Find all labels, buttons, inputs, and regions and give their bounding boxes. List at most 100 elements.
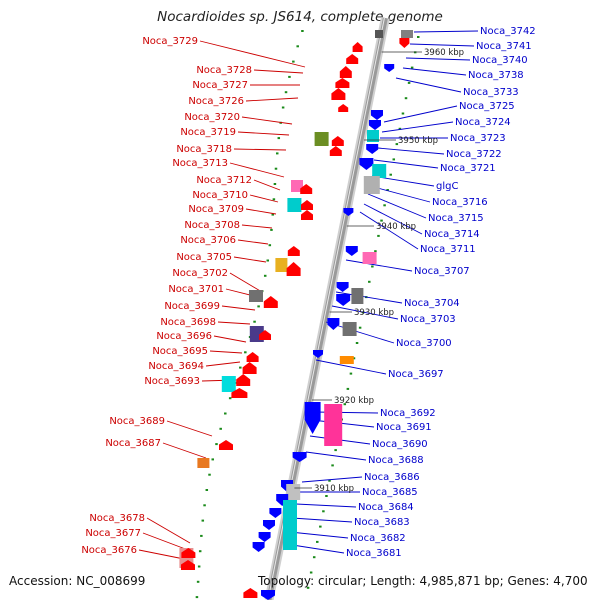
track-dot xyxy=(288,75,291,78)
track-dot xyxy=(228,397,232,400)
gene-label-right: Noca_3741 xyxy=(476,41,532,52)
forward-gene-arrow xyxy=(301,210,313,220)
track-dot xyxy=(274,167,278,170)
gene-label-left: Noca_3718 xyxy=(176,144,232,155)
leader-line xyxy=(253,69,304,74)
gene-label-right: Noca_3703 xyxy=(400,314,456,325)
track-dot xyxy=(205,489,209,491)
track-dot xyxy=(392,158,396,161)
leader-line xyxy=(229,162,285,178)
gene-block xyxy=(249,290,263,302)
leader-line xyxy=(237,239,269,245)
reverse-gene-arrow xyxy=(263,520,275,530)
reverse-gene-arrow xyxy=(336,282,349,292)
leader-line xyxy=(138,549,185,560)
leader-line xyxy=(402,67,467,76)
kbp-tick-label: 3950 kbp xyxy=(398,136,438,146)
gene-label-right: Noca_3688 xyxy=(368,455,424,466)
track-dot xyxy=(273,183,277,185)
gene-label-left: Noca_3701 xyxy=(168,284,224,295)
track-dot xyxy=(374,250,377,253)
forward-gene-arrow xyxy=(242,362,257,374)
leader-line xyxy=(213,335,247,343)
reverse-gene-arrow xyxy=(261,590,275,600)
track-dot xyxy=(306,586,310,589)
gene-block xyxy=(342,322,357,336)
gene-label-left: Noca_3729 xyxy=(142,36,198,47)
reverse-gene-arrow xyxy=(258,532,271,542)
track-dot xyxy=(215,443,218,446)
gene-label-left: Noca_3710 xyxy=(192,190,248,201)
leader-line xyxy=(315,359,387,375)
gene-label-right: Noca_3740 xyxy=(472,55,528,66)
leader-line xyxy=(233,256,267,263)
track-dot xyxy=(380,219,383,222)
reverse-gene-arrow xyxy=(399,38,410,48)
track-dot xyxy=(401,112,405,115)
track-dot xyxy=(270,228,273,231)
reverse-gene-arrow xyxy=(366,144,379,154)
leader-line xyxy=(289,531,349,539)
gene-label-right: Noca_3685 xyxy=(362,487,418,498)
track-dot xyxy=(343,403,347,406)
track-dot xyxy=(266,259,270,262)
forward-gene-arrow xyxy=(338,104,349,112)
leader-line xyxy=(199,40,306,68)
track-dot xyxy=(200,534,203,537)
gene-label-right: Noca_3686 xyxy=(364,472,420,483)
track-dot xyxy=(244,351,247,354)
gene-label-left: Noca_3719 xyxy=(180,127,236,138)
gene-label-right: Noca_3704 xyxy=(404,298,460,309)
leader-lines-layer xyxy=(138,30,479,560)
track-dot xyxy=(224,412,227,415)
track-dot xyxy=(355,342,359,344)
track-dot xyxy=(239,366,242,369)
gene-label-right: glgC xyxy=(436,181,458,192)
reverse-gene-arrow xyxy=(369,120,381,130)
gene-label-right: Noca_3742 xyxy=(480,26,536,37)
reverse-gene-arrow xyxy=(336,294,351,306)
track-dot xyxy=(334,449,337,452)
gene-label-right: Noca_3690 xyxy=(372,439,428,450)
gene-label-right: Noca_3692 xyxy=(380,408,436,419)
reverse-gene-arrow xyxy=(304,402,321,434)
gene-label-right: Noca_3714 xyxy=(424,229,480,240)
track-dot xyxy=(275,152,279,155)
gene-label-left: Noca_3705 xyxy=(176,252,232,263)
reverse-gene-arrow xyxy=(313,350,323,358)
track-dot xyxy=(253,320,256,323)
gene-label-left: Noca_3712 xyxy=(196,175,252,186)
leader-line xyxy=(313,411,379,414)
track-dot xyxy=(197,565,201,568)
track-dot xyxy=(386,189,389,191)
kbp-tick-label: 3910 kbp xyxy=(314,484,354,494)
gene-label-left: Noca_3726 xyxy=(188,96,244,107)
forward-gene-arrow xyxy=(181,560,195,570)
track-dot xyxy=(301,30,304,32)
track-dot xyxy=(377,234,380,237)
reverse-gene-arrow xyxy=(359,158,374,170)
gene-label-right: Noca_3716 xyxy=(432,197,488,208)
gene-labels-layer: Noca_3729 Noca_3728 Noca_3727 Noca_3726 Noca… xyxy=(81,26,535,559)
leader-line xyxy=(345,259,413,272)
gene-block xyxy=(362,252,377,264)
forward-gene-arrow xyxy=(339,66,352,78)
track-dot xyxy=(358,326,362,329)
forward-gene-arrow xyxy=(263,296,278,308)
gene-block xyxy=(286,484,301,500)
reverse-gene-arrow xyxy=(384,64,395,72)
gene-block xyxy=(283,500,297,550)
leader-line xyxy=(146,517,191,544)
leader-line xyxy=(305,451,367,461)
leader-line xyxy=(237,131,290,136)
track-dot xyxy=(383,204,386,207)
track-dot xyxy=(277,137,281,140)
track-dot xyxy=(195,596,199,599)
genes-layer xyxy=(179,30,413,600)
track-dot xyxy=(203,504,206,507)
gene-label-right: Noca_3733 xyxy=(463,87,519,98)
track-dot xyxy=(296,45,299,48)
gene-label-left: Noca_3728 xyxy=(196,65,252,76)
leader-line xyxy=(245,97,299,102)
gene-label-left: Noca_3720 xyxy=(184,112,240,123)
